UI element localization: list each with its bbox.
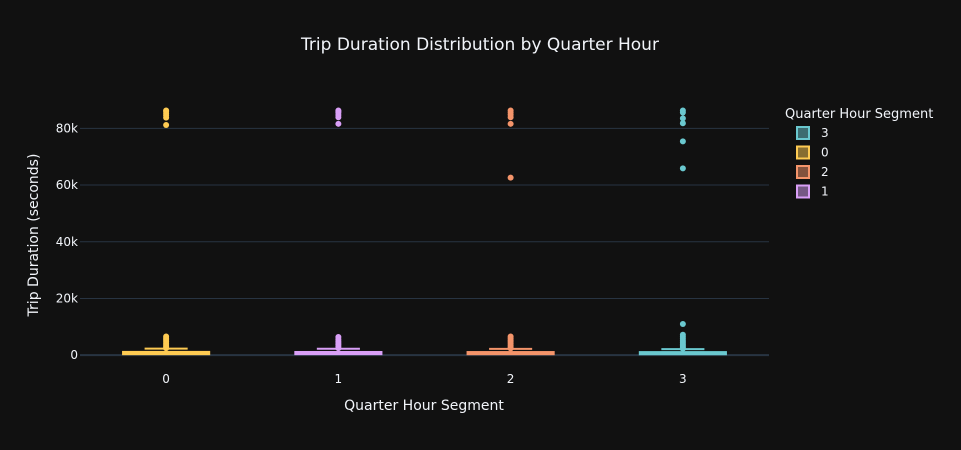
x-tick-label: 1 [335,372,343,386]
legend-swatch [796,165,810,179]
outlier-point [163,121,170,128]
legend-item-segment-3: 3 [796,126,829,140]
outlier-point [335,107,342,114]
outlier-point [163,333,170,340]
legend-swatch [796,145,810,160]
legend-swatch [796,126,810,140]
legend-label: 3 [821,126,829,140]
outlier-point [679,107,686,114]
box-traces [122,107,727,356]
outlier-point [507,107,514,114]
y-tick-label: 0 [70,348,78,362]
y-tick-label: 80k [56,121,78,135]
legend-label: 0 [821,146,829,160]
y-tick-label: 60k [56,178,78,192]
box-trace-segment-1 [294,107,383,356]
box-trace-segment-3 [638,107,727,356]
outlier-point [679,120,686,127]
outlier-point [507,333,514,340]
box-trace-segment-2 [466,107,555,356]
x-tick-label: 3 [679,372,687,386]
outlier-point [679,115,686,122]
outlier-point [679,165,686,172]
x-axis-ticks: 0 1 2 3 [162,372,686,386]
y-axis-ticks: 0 20k 40k 60k 80k [56,121,78,362]
legend-title: Quarter Hour Segment [785,107,933,122]
x-tick-label: 2 [507,372,515,386]
outlier-point [335,334,342,341]
x-tick-label: 0 [162,372,170,386]
box-trace-segment-0 [122,107,211,356]
y-tick-label: 40k [56,235,78,249]
legend-label: 2 [821,165,829,179]
outlier-point [335,120,342,127]
x-axis-title: Quarter Hour Segment [344,398,504,414]
legend-item-segment-2: 2 [796,165,829,179]
outlier-point [163,107,170,114]
y-axis-title: Trip Duration (seconds) [26,154,42,318]
legend-item-segment-0: 0 [796,145,829,160]
y-tick-label: 20k [56,291,78,305]
chart-title: Trip Duration Distribution by Quarter Ho… [300,35,659,55]
outlier-point [507,120,514,127]
legend-label: 1 [821,185,829,199]
outlier-point [679,320,686,327]
outlier-point [507,174,514,181]
outlier-point [679,331,686,338]
legend-item-segment-1: 1 [796,184,829,199]
legend-swatch [796,184,810,199]
outlier-point [679,138,686,145]
legend: Quarter Hour Segment 3 0 2 1 [785,107,933,199]
